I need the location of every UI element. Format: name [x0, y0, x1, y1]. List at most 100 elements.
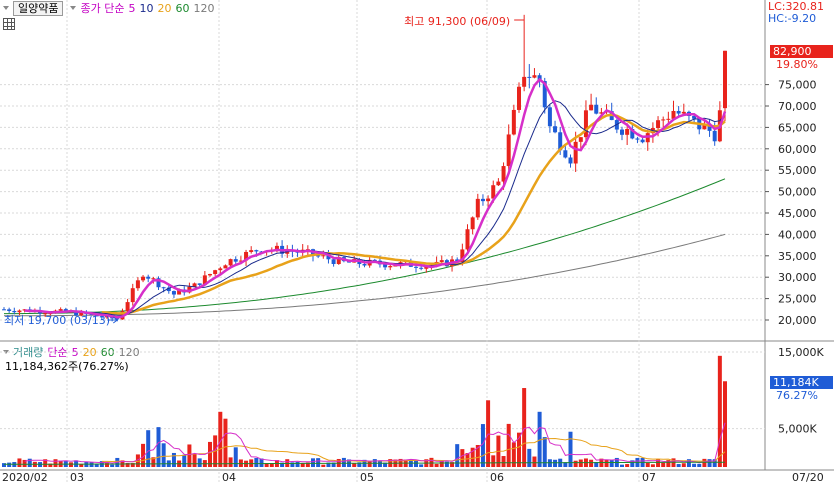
chart-header: 일양약품 종가 단순 5 10 20 60 120	[0, 0, 770, 16]
candle-body	[244, 251, 249, 261]
volume-bar	[609, 459, 614, 467]
candle-body	[254, 250, 259, 252]
volume-bar	[491, 455, 496, 467]
lc-label: LC:320.81	[768, 0, 825, 13]
volume-bar	[439, 461, 444, 467]
volume-legend-60: 60	[100, 345, 115, 359]
candle-body	[249, 250, 254, 252]
candle-body	[383, 264, 388, 268]
volume-bar	[480, 424, 485, 467]
price-tick-label: 40,000	[778, 228, 817, 241]
volume-legend-5: 5	[71, 345, 79, 359]
volume-bar	[656, 459, 661, 467]
dropdown-caret-icon[interactable]	[70, 6, 77, 10]
dropdown-caret-icon[interactable]	[3, 6, 9, 10]
candle-body	[712, 130, 717, 142]
volume-bar	[151, 457, 156, 467]
volume-bar	[135, 454, 140, 467]
last-change-pct: 19.80%	[776, 58, 818, 71]
candle-body	[228, 259, 233, 266]
candle-body	[7, 309, 12, 312]
volume-bar	[717, 355, 722, 467]
volume-bar	[676, 464, 681, 467]
volume-bar	[475, 444, 480, 467]
volume-bar	[53, 459, 58, 467]
legend-ma5: 5	[128, 1, 136, 15]
volume-bar	[450, 462, 455, 467]
volume-bar	[259, 458, 264, 467]
volume-bar	[460, 449, 465, 467]
ma5-line	[24, 77, 727, 319]
candle-body	[326, 255, 331, 260]
candle-body	[542, 81, 547, 108]
candle-body	[723, 50, 727, 109]
candle-body	[156, 278, 161, 288]
volume-bar	[419, 464, 424, 467]
volume-bar	[444, 461, 449, 467]
candle-body	[661, 119, 666, 121]
candle-body	[161, 287, 166, 289]
volume-bar	[589, 459, 594, 467]
volume-bar	[511, 442, 516, 467]
volume-bar	[295, 462, 300, 467]
volume-bar	[187, 444, 192, 467]
candle-body	[223, 265, 228, 269]
last-price-tag: 82,900	[770, 45, 833, 58]
candle-body	[115, 318, 120, 320]
candle-body	[460, 249, 465, 263]
candle-body	[238, 260, 243, 262]
volume-bar	[146, 430, 151, 467]
volume-bar	[594, 461, 599, 467]
volume-bar	[305, 462, 310, 467]
volume-bar	[352, 463, 357, 467]
volume-bar	[377, 460, 382, 467]
price-tick-label: 65,000	[778, 121, 817, 134]
volume-bar	[331, 462, 336, 467]
volume-last-tag: 11,184K	[770, 376, 833, 389]
candle-body	[501, 166, 506, 182]
candle-body	[692, 116, 697, 119]
volume-bar	[645, 462, 650, 467]
candle-body	[419, 267, 424, 269]
candle-body	[522, 76, 527, 87]
candle-body	[192, 283, 197, 287]
candle-body	[43, 313, 48, 315]
price-tick-label: 60,000	[778, 143, 817, 156]
candle-body	[656, 120, 661, 129]
price-tick-label: 50,000	[778, 186, 817, 199]
volume-bar	[156, 427, 161, 467]
candle-body	[517, 86, 521, 110]
candle-body	[465, 229, 470, 250]
ma120-line	[4, 233, 726, 317]
candle-body	[130, 288, 135, 303]
volume-bar	[666, 460, 671, 467]
candle-body	[486, 198, 491, 202]
candle-body	[208, 274, 212, 276]
candle-body	[630, 129, 635, 139]
candle-body	[197, 283, 202, 285]
candle-body	[599, 112, 604, 114]
volume-bar	[223, 418, 228, 467]
grid-icon[interactable]	[3, 18, 15, 30]
candle-body	[285, 250, 290, 254]
volume-bar	[532, 456, 537, 467]
candle-body	[532, 75, 537, 78]
x-axis-label: 07	[642, 471, 656, 484]
stock-name-box[interactable]: 일양약품	[13, 0, 64, 16]
candle-body	[331, 259, 336, 264]
candle-body	[79, 311, 84, 316]
candle-body	[372, 259, 377, 261]
candle-body	[202, 275, 207, 285]
candle-body	[218, 268, 223, 271]
x-axis-label: 07/20	[792, 471, 824, 484]
price-legend-label: 종가 단순	[80, 2, 125, 15]
candle-body	[563, 150, 568, 158]
volume-bar	[506, 423, 511, 467]
legend-ma120: 120	[193, 1, 215, 15]
volume-tick-label: 5,000K	[778, 423, 817, 436]
price-tick-label: 25,000	[778, 293, 817, 306]
volume-bar	[542, 437, 547, 467]
volume-bar	[568, 431, 573, 467]
volume-value: 11,184,362주(76.27%)	[5, 360, 129, 373]
